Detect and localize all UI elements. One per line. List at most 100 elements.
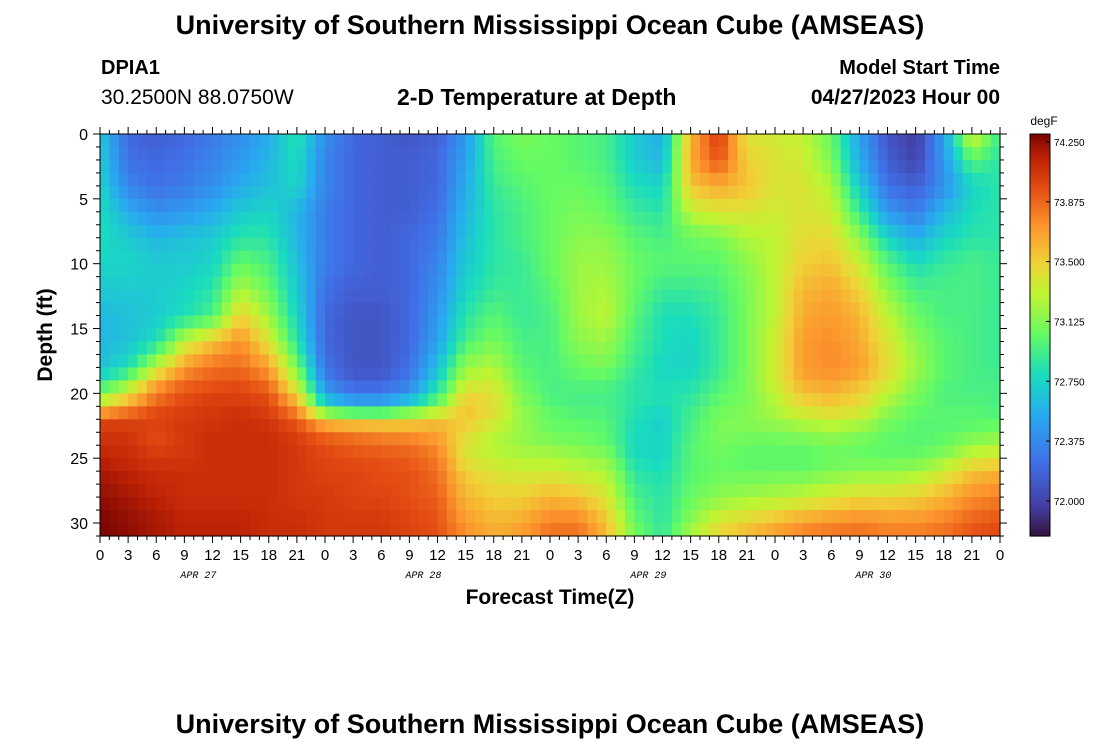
heatmap-cell: [671, 276, 682, 291]
heatmap-cell: [175, 393, 185, 407]
heatmap-cell: [475, 445, 485, 459]
heatmap-cell: [390, 367, 401, 381]
heatmap-cell: [146, 393, 157, 407]
heatmap-cell: [409, 523, 420, 537]
heatmap-cell: [146, 276, 157, 291]
heatmap-cell: [540, 510, 551, 524]
heatmap-cell: [334, 250, 345, 265]
colorbar-swatch: [1030, 207, 1050, 212]
heatmap-cell: [390, 134, 401, 148]
heatmap-cell: [109, 250, 120, 265]
heatmap-cell: [221, 198, 232, 213]
heatmap-cell: [306, 315, 317, 330]
heatmap-cell: [409, 445, 420, 459]
heatmap-cell: [718, 224, 729, 239]
heatmap-cell: [953, 367, 964, 381]
heatmap-cell: [728, 380, 739, 394]
heatmap-cell: [146, 484, 157, 498]
heatmap-cell: [409, 315, 420, 330]
heatmap-cell: [278, 302, 289, 317]
heatmap-cell: [503, 497, 514, 511]
heatmap-cell: [746, 445, 757, 459]
heatmap-cell: [446, 393, 457, 407]
heatmap-cell: [981, 250, 992, 265]
colorbar-swatch: [1030, 180, 1050, 185]
heatmap-cell: [775, 172, 785, 187]
heatmap-cell: [362, 146, 373, 161]
heatmap-cell: [718, 458, 729, 472]
heatmap-cell: [887, 237, 898, 252]
heatmap-cell: [193, 484, 204, 498]
colorbar-unit: degF: [1030, 114, 1057, 128]
heatmap-cell: [446, 406, 457, 420]
heatmap-cell: [990, 172, 1001, 187]
heatmap-cell: [240, 224, 251, 239]
heatmap-cell: [962, 302, 973, 317]
heatmap-cell: [625, 406, 635, 420]
heatmap-cell: [971, 523, 982, 537]
heatmap-cell: [137, 146, 148, 161]
heatmap-cell: [915, 432, 926, 446]
heatmap-cell: [165, 510, 176, 524]
heatmap-cell: [821, 302, 832, 317]
heatmap-cell: [596, 510, 607, 524]
heatmap-cell: [718, 367, 729, 381]
heatmap-cell: [812, 302, 823, 317]
heatmap-cell: [203, 159, 214, 174]
heatmap-cell: [353, 250, 364, 265]
heatmap-cell: [409, 172, 420, 187]
heatmap-cell: [315, 134, 326, 148]
heatmap-cell: [540, 523, 551, 537]
heatmap-cell: [390, 445, 401, 459]
heatmap-cell: [587, 406, 598, 420]
heatmap-cell: [868, 315, 879, 330]
heatmap-cell: [221, 289, 232, 304]
heatmap-cell: [812, 484, 823, 498]
heatmap-cell: [568, 263, 579, 278]
heatmap-cell: [868, 406, 879, 420]
heatmap-cell: [578, 419, 589, 433]
heatmap-cell: [756, 276, 767, 291]
heatmap-cell: [934, 523, 945, 537]
heatmap-cell: [521, 406, 532, 420]
heatmap-cell: [475, 484, 485, 498]
heatmap-cell: [250, 172, 260, 187]
heatmap-cell: [278, 134, 289, 148]
heatmap-cell: [831, 354, 842, 369]
heatmap-cell: [278, 289, 289, 304]
heatmap-cell: [793, 341, 804, 356]
heatmap-cell: [306, 523, 317, 537]
heatmap-cell: [231, 354, 242, 369]
heatmap-cell: [362, 445, 373, 459]
colorbar-swatch: [1030, 338, 1050, 343]
heatmap-cell: [325, 276, 335, 291]
heatmap-cell: [981, 185, 992, 200]
heatmap-cell: [137, 237, 148, 252]
heatmap-cell: [981, 471, 992, 485]
heatmap-cell: [306, 263, 317, 278]
heatmap-cell: [484, 510, 495, 524]
heatmap-cell: [925, 445, 935, 459]
heatmap-cell: [559, 263, 570, 278]
heatmap-cell: [943, 432, 954, 446]
heatmap-cell: [625, 302, 635, 317]
heatmap-cell: [446, 146, 457, 161]
heatmap-cell: [465, 211, 476, 226]
colorbar-swatch: [1030, 428, 1050, 433]
heatmap-cell: [671, 510, 682, 524]
heatmap-cell: [587, 263, 598, 278]
heatmap-cell: [709, 237, 720, 252]
heatmap-cell: [193, 289, 204, 304]
heatmap-cell: [690, 289, 701, 304]
heatmap-cell: [737, 224, 748, 239]
heatmap-cell: [746, 172, 757, 187]
heatmap-cell: [343, 159, 354, 174]
heatmap-cell: [896, 302, 907, 317]
heatmap-cell: [887, 250, 898, 265]
heatmap-cell: [840, 328, 851, 343]
heatmap-cell: [334, 224, 345, 239]
heatmap-cell: [531, 250, 542, 265]
heatmap-cell: [821, 172, 832, 187]
heatmap-cell: [550, 250, 560, 265]
heatmap-cell: [887, 263, 898, 278]
